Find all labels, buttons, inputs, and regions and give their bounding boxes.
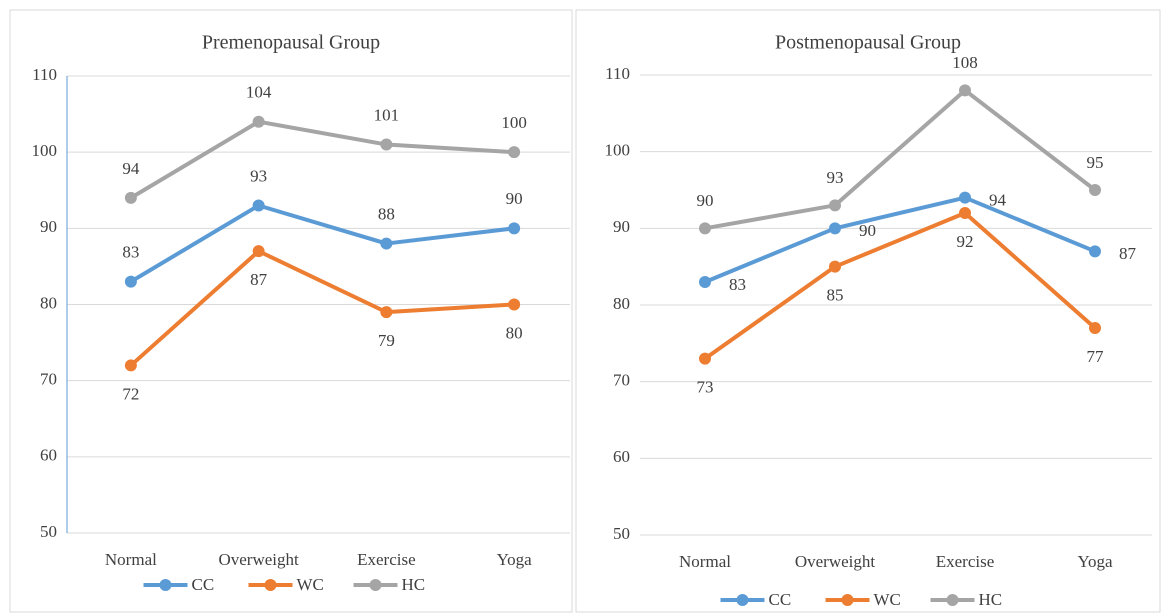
- point: [1089, 184, 1101, 196]
- point: [380, 138, 393, 151]
- panel: [9, 9, 573, 613]
- data-label: 83: [122, 243, 139, 262]
- point: [252, 199, 265, 212]
- series-line: [129, 249, 515, 367]
- x-tick-label: Yoga: [497, 550, 533, 569]
- point: [252, 245, 265, 258]
- x-tick-label: Overweight: [795, 552, 876, 571]
- y-tick-label: 50: [613, 524, 630, 543]
- point: [959, 84, 971, 97]
- series-line: [129, 119, 515, 200]
- x-tick-label: Exercise: [357, 550, 416, 569]
- point: [959, 191, 971, 204]
- data-label: 93: [250, 166, 267, 185]
- point: [124, 191, 137, 204]
- series-line: [129, 203, 515, 284]
- data-label: 77: [1087, 347, 1105, 366]
- x-tick-label: Yoga: [1077, 552, 1113, 571]
- point: [699, 222, 711, 235]
- data-label: 85: [827, 286, 844, 305]
- x-tick-label: Normal: [679, 552, 731, 571]
- y-tick-label: 90: [40, 217, 57, 236]
- x-tick-label: Normal: [105, 550, 157, 569]
- y-tick-label: 70: [613, 371, 630, 390]
- legend-marker: [736, 594, 749, 606]
- y-tick-label: 50: [40, 522, 57, 541]
- point: [508, 146, 521, 159]
- data-label: 95: [1087, 153, 1104, 172]
- data-label: 87: [250, 270, 268, 289]
- panel: [575, 9, 1161, 613]
- data-label: 93: [827, 168, 844, 187]
- legend-label: WC: [297, 575, 324, 594]
- data-label: 100: [501, 113, 527, 132]
- point: [508, 298, 521, 311]
- data-label: 87: [1119, 244, 1137, 263]
- y-tick-label: 70: [40, 370, 57, 389]
- point: [1089, 245, 1101, 258]
- data-label: 104: [246, 83, 272, 102]
- point: [829, 199, 841, 212]
- series-line: [703, 211, 1097, 361]
- y-tick-label: 100: [32, 141, 58, 160]
- legend-marker: [369, 579, 382, 591]
- data-label: 94: [122, 159, 140, 178]
- chart-title: Postmenopausal Group: [775, 32, 961, 54]
- point: [829, 222, 841, 235]
- legend-marker: [264, 579, 277, 591]
- data-label: 73: [697, 378, 714, 397]
- legend-marker: [159, 579, 172, 591]
- data-label: 92: [957, 232, 974, 251]
- legend-label: CC: [192, 575, 215, 594]
- point: [252, 115, 265, 128]
- data-label: 72: [122, 384, 139, 403]
- y-tick-label: 80: [40, 293, 57, 312]
- data-label: 83: [729, 275, 746, 294]
- legend-label: HC: [402, 575, 426, 594]
- data-label: 80: [506, 323, 523, 342]
- point: [699, 352, 711, 365]
- data-label: 101: [374, 105, 400, 124]
- y-tick-label: 60: [613, 447, 630, 466]
- point: [959, 207, 971, 219]
- legend-label: HC: [979, 590, 1003, 609]
- data-label: 90: [506, 189, 523, 208]
- point: [829, 260, 841, 273]
- data-label: 108: [952, 53, 978, 72]
- point: [124, 275, 137, 288]
- point: [380, 237, 393, 250]
- data-label: 79: [378, 331, 395, 350]
- legend-label: CC: [769, 590, 792, 609]
- y-tick-label: 60: [40, 446, 57, 465]
- y-tick-label: 80: [613, 294, 630, 313]
- data-label: 90: [859, 221, 876, 240]
- legend-marker: [946, 594, 959, 606]
- y-tick-label: 100: [605, 141, 631, 160]
- y-tick-label: 110: [32, 65, 57, 84]
- data-label: 88: [378, 204, 395, 223]
- point: [699, 276, 711, 288]
- data-label: 90: [697, 191, 714, 210]
- legend-marker: [841, 594, 854, 606]
- x-tick-label: Overweight: [218, 550, 299, 569]
- point: [124, 359, 137, 372]
- series-line: [704, 195, 1096, 284]
- point: [508, 222, 521, 235]
- y-tick-label: 110: [605, 64, 630, 83]
- chart-title: Premenopausal Group: [202, 32, 380, 54]
- legend-label: WC: [874, 590, 901, 609]
- y-tick-label: 90: [613, 217, 630, 236]
- x-tick-label: Exercise: [936, 552, 995, 571]
- data-label: 94: [989, 191, 1007, 210]
- series-line: [704, 88, 1097, 231]
- point: [380, 306, 393, 319]
- point: [1089, 322, 1101, 334]
